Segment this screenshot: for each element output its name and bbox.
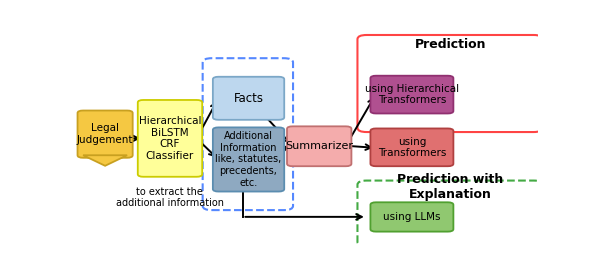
Text: using LLMs: using LLMs [383, 212, 441, 222]
Text: Additional
Information
like, statutes,
precedents,
etc.: Additional Information like, statutes, p… [215, 131, 282, 188]
FancyBboxPatch shape [213, 127, 284, 192]
FancyBboxPatch shape [370, 129, 453, 166]
Text: using Hierarchical
Transformers: using Hierarchical Transformers [365, 84, 459, 105]
FancyBboxPatch shape [370, 202, 453, 232]
FancyBboxPatch shape [78, 110, 133, 158]
Text: Prediction: Prediction [414, 38, 486, 51]
Polygon shape [83, 155, 127, 166]
FancyBboxPatch shape [213, 77, 284, 120]
FancyBboxPatch shape [370, 76, 453, 113]
Text: using
Transformers: using Transformers [378, 136, 446, 158]
FancyBboxPatch shape [138, 100, 202, 177]
Text: Hierarchical
BiLSTM
CRF
Classifier: Hierarchical BiLSTM CRF Classifier [139, 116, 202, 161]
Text: Facts: Facts [234, 92, 264, 105]
Text: Legal
Judgement: Legal Judgement [77, 123, 133, 145]
Text: to extract the
additional information: to extract the additional information [116, 187, 224, 208]
FancyBboxPatch shape [287, 126, 352, 166]
Text: Prediction with
Explanation: Prediction with Explanation [397, 173, 504, 201]
Text: Summarizer: Summarizer [285, 141, 353, 151]
